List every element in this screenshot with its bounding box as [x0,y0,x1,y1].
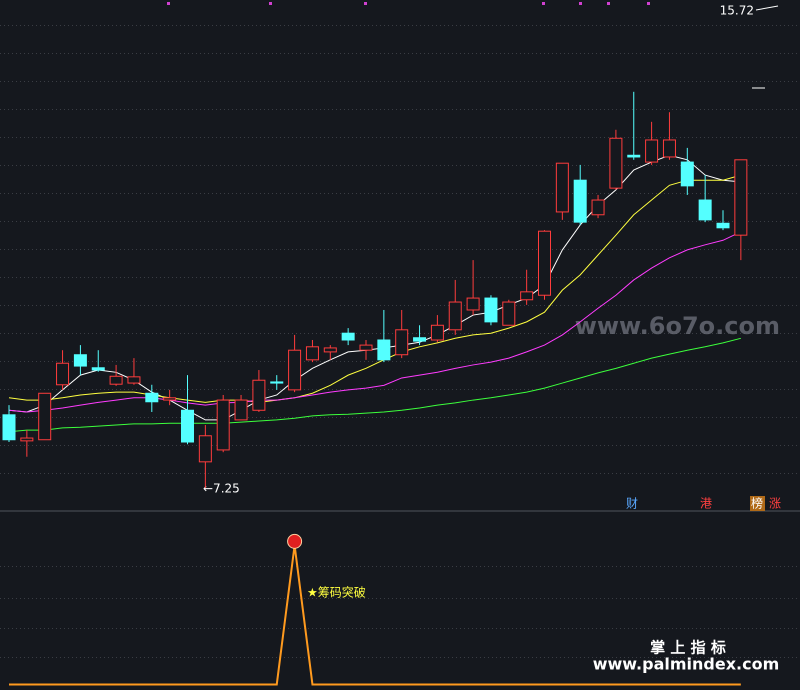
moving-average [8,231,742,413]
brand-url: www.palmindex.com [593,655,780,674]
candle-body [448,301,462,331]
top-markers [167,2,650,5]
candle-body [91,367,105,371]
candle-body [430,324,444,341]
candle-body [163,397,177,401]
signal-annotation: ★筹码突破 [307,585,366,600]
candle-body [413,337,427,342]
candle-body [252,379,266,411]
high-arrow [755,5,779,11]
candle-body [198,435,212,463]
candle-body [609,137,623,189]
candle-body [216,399,230,451]
candle-body [145,392,159,403]
badge: 财 [626,497,638,511]
moving-average [8,337,741,433]
candle-body [716,222,730,229]
candle-body [73,354,87,367]
candle-body [591,199,605,216]
watermark: www.6o7o.com [575,312,780,340]
candle-body [466,297,480,311]
low-label: ←7.25 [203,482,240,496]
candle-body [305,346,319,361]
candle-body [359,344,373,351]
candle-body [484,297,498,323]
badge: 港 [700,497,712,511]
candle-body [20,437,34,442]
candle-body [520,291,534,301]
candle-body [538,230,551,296]
candle-body [323,347,337,353]
candle-body [680,161,694,187]
badge-bg [750,496,765,511]
candle-body [645,139,659,163]
indicator-line [9,545,741,686]
moving-average [8,174,741,403]
candle-body [627,154,641,158]
candle-body [662,139,676,158]
candle-body [341,332,355,341]
signal-icon [287,533,303,549]
candle-body [127,376,141,384]
candle-body [109,375,123,385]
candle-body [56,362,70,386]
background-grid [0,25,800,658]
badge: 涨 [769,496,781,511]
high-label: 15.72 [720,4,754,18]
candle-body [395,329,409,356]
candle-body [181,409,194,443]
badge: 榜 [751,496,763,511]
candle-body [573,179,587,223]
candle-body [377,339,391,361]
candle-body [270,381,284,384]
candle-body [288,349,302,391]
candle-body [555,162,569,213]
brand: 掌 上 指 标 [650,639,726,657]
candle-body [698,199,712,221]
candle-body [734,159,748,236]
candle-body [38,392,52,441]
candle-body [234,399,248,421]
candle-body [2,414,16,441]
candle-body [502,301,516,326]
